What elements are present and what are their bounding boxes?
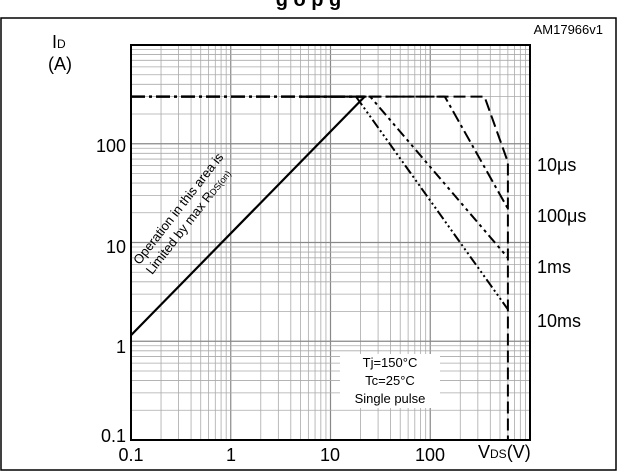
x-tick-label-0.1: 0.1 <box>118 445 144 465</box>
y-tick-label-1: 1 <box>115 337 126 357</box>
x-axis-label: VDS(V) <box>478 442 531 462</box>
y-axis-label: ID (A) <box>48 32 72 74</box>
condition-pulse: Single pulse <box>354 391 426 406</box>
y-tick-label-0.1: 0.1 <box>100 426 126 446</box>
legend-100us: 100μs <box>537 206 587 226</box>
series-line-1ms <box>300 95 509 259</box>
condition-tc: Tc=25°C <box>365 373 415 388</box>
figure-reference: AM17966v1 <box>533 22 603 37</box>
test-conditions: Tj=150°C Tc=25°C Single pulse <box>340 354 440 408</box>
y-tick-label-10: 10 <box>105 237 126 257</box>
plot-border <box>130 44 531 441</box>
x-tick-label-10: 10 <box>319 445 341 465</box>
series-line-10ms <box>300 95 509 310</box>
legend-10us: 10μs <box>537 155 577 175</box>
rds-limit-line <box>130 95 366 337</box>
x-tick-label-1: 1 <box>225 445 236 465</box>
condition-tj: Tj=150°C <box>362 355 418 370</box>
legend-1ms: 1ms <box>537 257 572 277</box>
y-tick-label-100: 100 <box>95 136 126 156</box>
chart-title: g o p g <box>275 0 342 11</box>
figure-frame <box>0 17 617 471</box>
x-tick-label-100: 100 <box>414 445 446 465</box>
series-line-100us <box>300 95 509 210</box>
legend-10ms: 10ms <box>537 311 582 331</box>
